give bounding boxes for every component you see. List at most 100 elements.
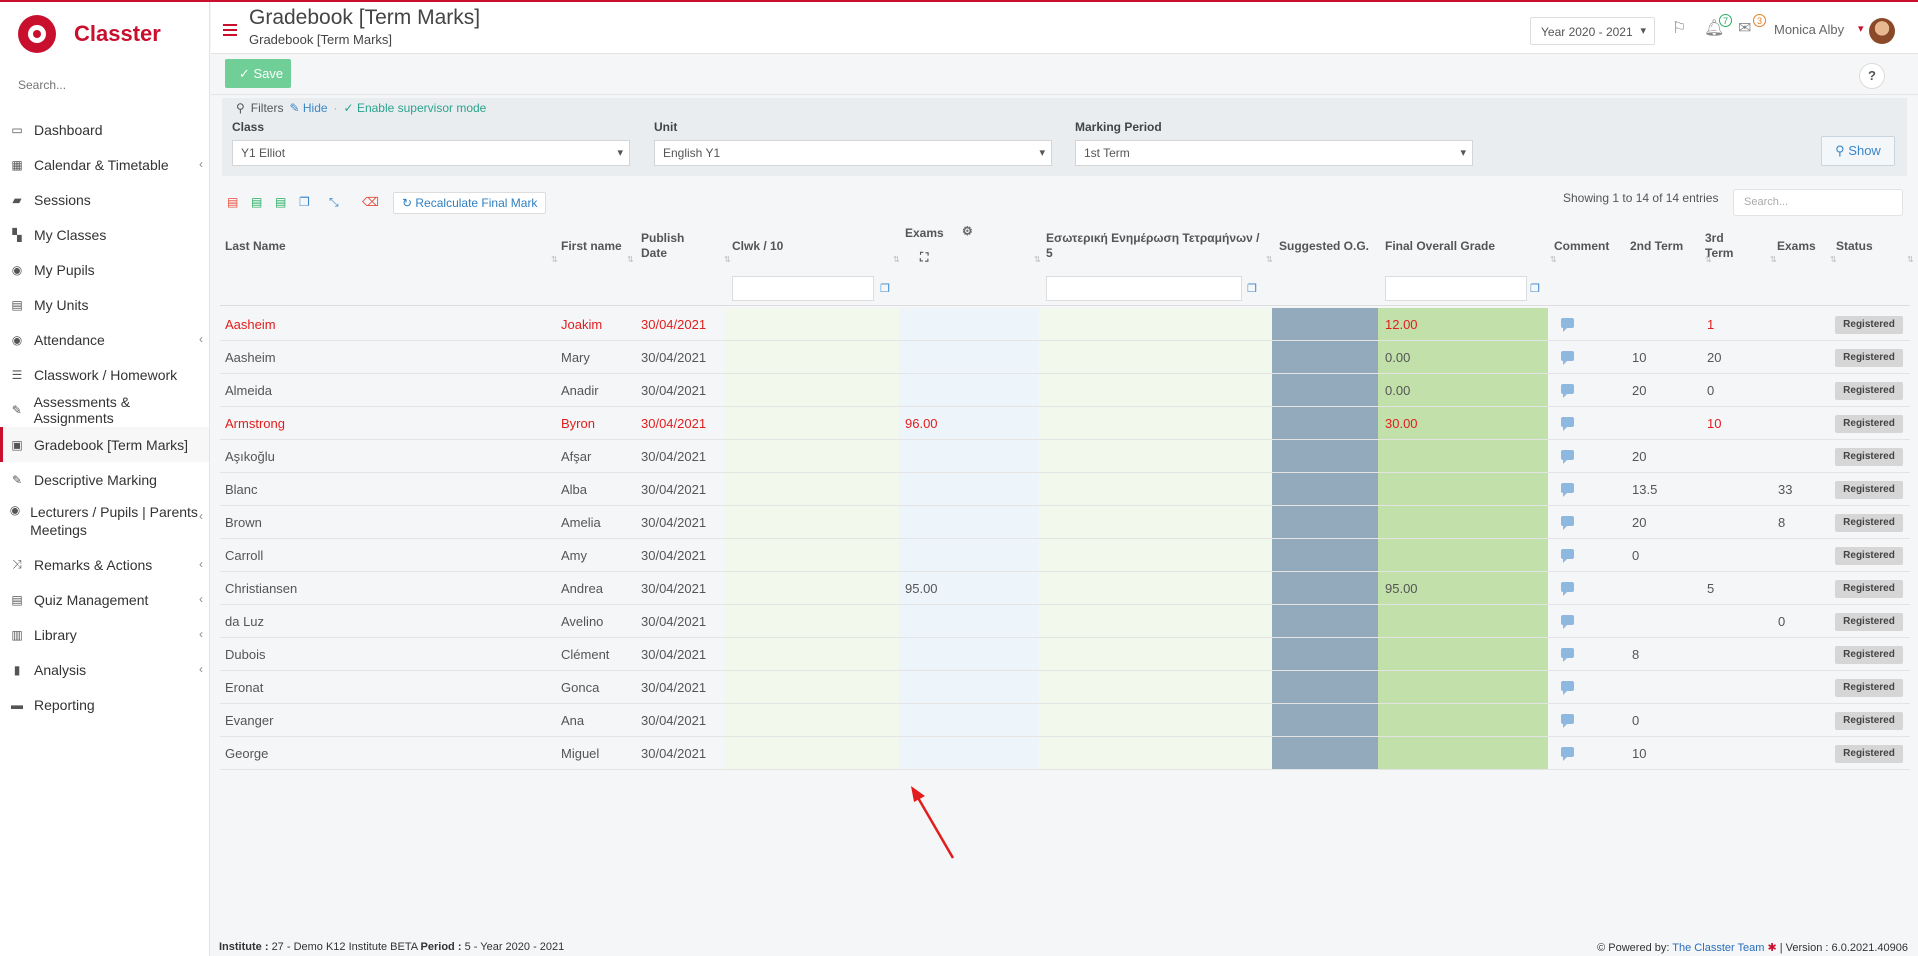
- col-exams-2[interactable]: Exams: [1777, 239, 1816, 253]
- sort-icon[interactable]: ⇅: [893, 255, 900, 264]
- user-name[interactable]: Monica Alby: [1774, 22, 1845, 37]
- menu-toggle-icon[interactable]: [223, 24, 237, 36]
- user-avatar[interactable]: [1869, 18, 1895, 44]
- comment-icon[interactable]: [1561, 450, 1574, 464]
- sidebar-item-assessments-assignments[interactable]: ✎ Assessments & Assignments: [0, 392, 209, 427]
- table-row[interactable]: Blanc Alba 30/04/2021 13.5 33 Registered: [220, 473, 1910, 506]
- col-comment[interactable]: Comment: [1554, 239, 1610, 253]
- sidebar-item-remarks-actions[interactable]: ⤨ Remarks & Actions ‹: [0, 547, 209, 582]
- help-button[interactable]: ?: [1859, 63, 1885, 89]
- comment-icon[interactable]: [1561, 681, 1574, 695]
- sort-icon[interactable]: ⇅: [1907, 255, 1914, 264]
- comment-icon[interactable]: [1561, 384, 1574, 398]
- sidebar-item-my-units[interactable]: ▤ My Units: [0, 287, 209, 322]
- clwk-copy-icon[interactable]: ❐: [880, 283, 890, 295]
- expand-icon[interactable]: ⛶: [920, 250, 929, 264]
- table-row[interactable]: Christiansen Andrea 30/04/2021 95.00 95.00 5 R…: [220, 572, 1910, 605]
- sort-icon[interactable]: ⇅: [551, 255, 558, 264]
- col-status[interactable]: Status: [1836, 239, 1873, 253]
- show-button[interactable]: ⚲ Show: [1821, 136, 1895, 166]
- table-row[interactable]: Eronat Gonca 30/04/2021 Registered: [220, 671, 1910, 704]
- sidebar-item-my-classes[interactable]: ▚ My Classes: [0, 217, 209, 252]
- final-copy-icon[interactable]: ❐: [1530, 283, 1540, 295]
- comment-icon[interactable]: [1561, 318, 1574, 332]
- bell-icon[interactable]: 🔔︎ 7: [1704, 14, 1732, 40]
- compress-icon[interactable]: ⤡: [329, 195, 339, 209]
- gear-icon[interactable]: ⚙: [962, 224, 973, 238]
- table-row[interactable]: Dubois Clément 30/04/2021 8 Registered: [220, 638, 1910, 671]
- sidebar-item-attendance[interactable]: ◉ Attendance ‹: [0, 322, 209, 357]
- sidebar-item-my-pupils[interactable]: ◉ My Pupils: [0, 252, 209, 287]
- col-final-grade[interactable]: Final Overall Grade: [1385, 239, 1496, 253]
- comment-icon[interactable]: [1561, 582, 1574, 596]
- sort-icon[interactable]: ⇅: [1705, 255, 1712, 264]
- table-row[interactable]: Aasheim Joakim 30/04/2021 12.00 1 Registered: [220, 308, 1910, 341]
- envelope-icon[interactable]: ✉ 3: [1738, 14, 1766, 40]
- sort-icon[interactable]: ⇅: [1266, 255, 1273, 264]
- sort-icon[interactable]: ⇅: [724, 255, 731, 264]
- table-search-input[interactable]: Search...: [1733, 189, 1903, 216]
- sort-icon[interactable]: ⇅: [1034, 255, 1041, 264]
- sidebar-item-sessions[interactable]: ▰ Sessions: [0, 182, 209, 217]
- table-row[interactable]: Aasheim Mary 30/04/2021 0.00 10 20 Registered: [220, 341, 1910, 374]
- bug-icon[interactable]: ✱: [1767, 942, 1777, 954]
- internal-filter-input[interactable]: [1046, 276, 1242, 301]
- sort-icon[interactable]: ⇅: [1770, 255, 1777, 264]
- comment-icon[interactable]: [1561, 615, 1574, 629]
- eraser-icon[interactable]: ⌫: [362, 195, 379, 209]
- comment-icon[interactable]: [1561, 483, 1574, 497]
- col-last-name[interactable]: Last Name: [225, 239, 286, 253]
- col-2nd-term[interactable]: 2nd Term: [1630, 239, 1684, 253]
- export-excel-icon[interactable]: ▤: [251, 195, 263, 209]
- supervisor-mode-toggle[interactable]: ✓ Enable supervisor mode: [343, 101, 487, 115]
- save-button[interactable]: ✓ Save: [225, 59, 291, 88]
- user-caret-icon[interactable]: ▾: [1858, 23, 1864, 35]
- clwk-filter-input[interactable]: [732, 276, 874, 301]
- col-internal-assessment[interactable]: Εσωτερική Ενημέρωση Τετραμήνων / 5: [1046, 231, 1260, 260]
- sidebar-item-calendar-timetable[interactable]: ▦ Calendar & Timetable ‹: [0, 147, 209, 182]
- internal-copy-icon[interactable]: ❐: [1247, 283, 1257, 295]
- sidebar-item-descriptive-marking[interactable]: ✎ Descriptive Marking: [0, 462, 209, 497]
- table-row[interactable]: Evanger Ana 30/04/2021 0 Registered: [220, 704, 1910, 737]
- recalculate-button[interactable]: ↻ Recalculate Final Mark: [393, 192, 547, 214]
- comment-icon[interactable]: [1561, 351, 1574, 365]
- sort-icon[interactable]: ⇅: [1830, 255, 1837, 264]
- sort-icon[interactable]: ⇅: [627, 255, 634, 264]
- export-csv-icon[interactable]: ▤: [275, 195, 287, 209]
- table-row[interactable]: Carroll Amy 30/04/2021 0 Registered: [220, 539, 1910, 572]
- sidebar-item-analysis[interactable]: ▮ Analysis ‹: [0, 652, 209, 687]
- comment-icon[interactable]: [1561, 747, 1574, 761]
- table-row[interactable]: Armstrong Byron 30/04/2021 96.00 30.00 10 Regi…: [220, 407, 1910, 440]
- period-select[interactable]: 1st Term: [1075, 140, 1473, 166]
- sidebar-item-classwork-homework[interactable]: ☰ Classwork / Homework: [0, 357, 209, 392]
- col-first-name[interactable]: First name: [561, 239, 622, 253]
- table-row[interactable]: Brown Amelia 30/04/2021 20 8 Registered: [220, 506, 1910, 539]
- sidebar-item-lecturers-pupils-parents-meetings[interactable]: ◉ Lecturers / Pupils | Parents Meetings ‹: [0, 497, 209, 547]
- sidebar-item-gradebook-term-marks[interactable]: ▣ Gradebook [Term Marks]: [0, 427, 209, 462]
- col-3rd-term[interactable]: 3rd Term: [1705, 231, 1734, 260]
- sidebar-item-quiz-management[interactable]: ▤ Quiz Management ‹: [0, 582, 209, 617]
- sort-icon[interactable]: ⇅: [1550, 255, 1557, 264]
- table-row[interactable]: Almeida Anadir 30/04/2021 0.00 20 0 Registered: [220, 374, 1910, 407]
- col-suggested-og[interactable]: Suggested O.G.: [1279, 239, 1370, 253]
- table-row[interactable]: Aşıkoğlu Afşar 30/04/2021 20 Registered: [220, 440, 1910, 473]
- classter-team-link[interactable]: The Classter Team: [1672, 942, 1765, 954]
- comment-icon[interactable]: [1561, 648, 1574, 662]
- comment-icon[interactable]: [1561, 516, 1574, 530]
- comment-icon[interactable]: [1561, 549, 1574, 563]
- class-select[interactable]: Y1 Elliot: [232, 140, 630, 166]
- col-clwk[interactable]: Clwk / 10: [732, 239, 784, 253]
- comment-icon[interactable]: [1561, 417, 1574, 431]
- export-pdf-icon[interactable]: ▤: [227, 195, 239, 209]
- table-row[interactable]: da Luz Avelino 30/04/2021 0 Registered: [220, 605, 1910, 638]
- col-exams[interactable]: Exams: [905, 226, 944, 240]
- unit-select[interactable]: English Y1: [654, 140, 1052, 166]
- table-row[interactable]: George Miguel 30/04/2021 10 Registered: [220, 737, 1910, 770]
- year-select[interactable]: Year 2020 - 2021: [1530, 17, 1655, 45]
- classter-logo[interactable]: Classter: [18, 12, 161, 56]
- final-filter-input[interactable]: [1385, 276, 1527, 301]
- copy-icon[interactable]: ❐: [299, 195, 310, 209]
- sidebar-item-dashboard[interactable]: ▭ Dashboard: [0, 112, 209, 147]
- sidebar-search-input[interactable]: [18, 78, 194, 92]
- hide-filters-link[interactable]: ✎ Hide: [289, 101, 328, 115]
